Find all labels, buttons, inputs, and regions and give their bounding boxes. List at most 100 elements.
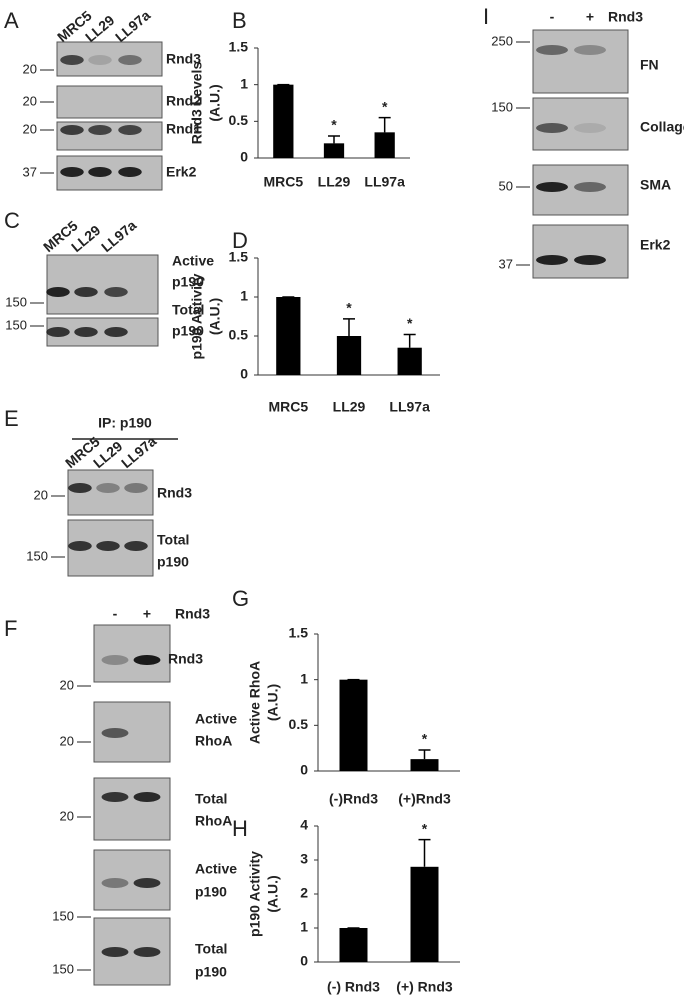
y-axis-label: (A.U.) (207, 84, 223, 121)
band (60, 55, 84, 65)
panel-letter: H (232, 816, 248, 841)
bar (339, 928, 368, 962)
mw-marker: 150 (26, 548, 48, 563)
x-tick-label: LL29 (333, 399, 366, 415)
y-tick-label: 1.5 (289, 625, 309, 641)
error-bar (403, 333, 416, 348)
blot (93, 849, 171, 911)
bar (339, 679, 368, 771)
y-tick-label: 1.5 (229, 39, 249, 55)
bar (397, 347, 422, 375)
x-tick-label: (+)Rnd3 (398, 791, 451, 807)
panel-letter: D (232, 228, 248, 253)
band (536, 182, 568, 192)
y-tick-label: 1 (240, 75, 248, 91)
y-axis-label: Active RhoA (247, 661, 263, 744)
band-label: Rnd3 (166, 51, 201, 67)
y-tick-label: 0 (240, 366, 248, 382)
bar (410, 866, 439, 962)
mw-marker: 37 (499, 256, 513, 271)
significance: * (331, 117, 337, 133)
band (104, 287, 128, 297)
y-tick-label: 1 (300, 919, 308, 935)
bar (273, 84, 294, 158)
x-tick-label: LL29 (318, 174, 351, 190)
error-bar (328, 135, 340, 144)
blot (93, 777, 171, 841)
mw-marker: 20 (23, 121, 37, 136)
y-tick-label: 4 (300, 817, 308, 833)
blot (93, 701, 171, 763)
band (133, 947, 161, 957)
band (88, 55, 112, 65)
lane-label: LL97a (112, 7, 153, 45)
band-label: Total (157, 532, 189, 548)
panel-letter: B (232, 8, 247, 33)
bar (410, 759, 439, 771)
band-label: p190 (195, 964, 227, 980)
error-bar (418, 838, 431, 867)
error-bar (343, 318, 355, 336)
y-axis-label: (A.U.) (207, 298, 223, 335)
significance: * (422, 820, 428, 836)
band-label: Total (195, 791, 227, 807)
blot (93, 624, 171, 683)
band-label: SMA (640, 177, 671, 193)
band (60, 167, 84, 177)
panel-letter: I (483, 4, 489, 29)
mw-marker: 50 (499, 178, 513, 193)
band (536, 45, 568, 55)
band-label: Rnd3 (168, 651, 203, 667)
band (104, 327, 128, 337)
mw-marker: 37 (23, 164, 37, 179)
x-tick-label: LL97a (364, 174, 405, 190)
y-tick-label: 2 (300, 885, 308, 901)
error-bar (378, 116, 391, 133)
y-tick-label: 0.5 (289, 716, 309, 732)
mw-marker: 20 (34, 487, 48, 502)
y-tick-label: 3 (300, 851, 308, 867)
band (124, 483, 148, 493)
y-axis-label: (A.U.) (265, 875, 281, 912)
error-bar (418, 749, 431, 760)
y-tick-label: 0 (300, 953, 308, 969)
band (88, 125, 112, 135)
significance: * (382, 98, 388, 114)
y-tick-label: 0 (300, 762, 308, 778)
band-label: Active (172, 253, 214, 269)
y-axis-label: p190 Activity (189, 273, 205, 359)
significance: * (407, 315, 413, 331)
bar (374, 132, 395, 158)
blot (46, 254, 159, 315)
band-label: Collagen (640, 119, 684, 135)
x-tick-label: (-)Rnd3 (329, 791, 378, 807)
band (60, 125, 84, 135)
band (133, 655, 161, 665)
x-tick-label: (-) Rnd3 (327, 979, 380, 995)
band-label: FN (640, 57, 659, 73)
band-label: Erk2 (640, 237, 671, 253)
band (536, 255, 568, 265)
lane-label: LL97a (98, 217, 139, 255)
band (68, 483, 92, 493)
lane-header: Rnd3 (175, 606, 210, 622)
band-label: Rnd3 (157, 485, 192, 501)
band-label: Rnd2 (166, 93, 201, 109)
lane-label: + (143, 606, 151, 622)
y-axis-label: p190 Activity (247, 851, 263, 937)
mw-marker: 250 (491, 33, 513, 48)
band-label: Active (195, 861, 237, 877)
y-tick-label: 1 (300, 670, 308, 686)
band (96, 483, 120, 493)
y-tick-label: 0.5 (229, 112, 249, 128)
band (574, 182, 606, 192)
mw-marker: 150 (5, 294, 27, 309)
band (118, 125, 142, 135)
band-label: Total (195, 941, 227, 957)
x-tick-label: MRC5 (268, 399, 308, 415)
band (88, 167, 112, 177)
significance: * (346, 300, 352, 316)
mw-marker: 20 (60, 808, 74, 823)
y-axis-label: (A.U.) (265, 684, 281, 721)
band-label: Active (195, 711, 237, 727)
